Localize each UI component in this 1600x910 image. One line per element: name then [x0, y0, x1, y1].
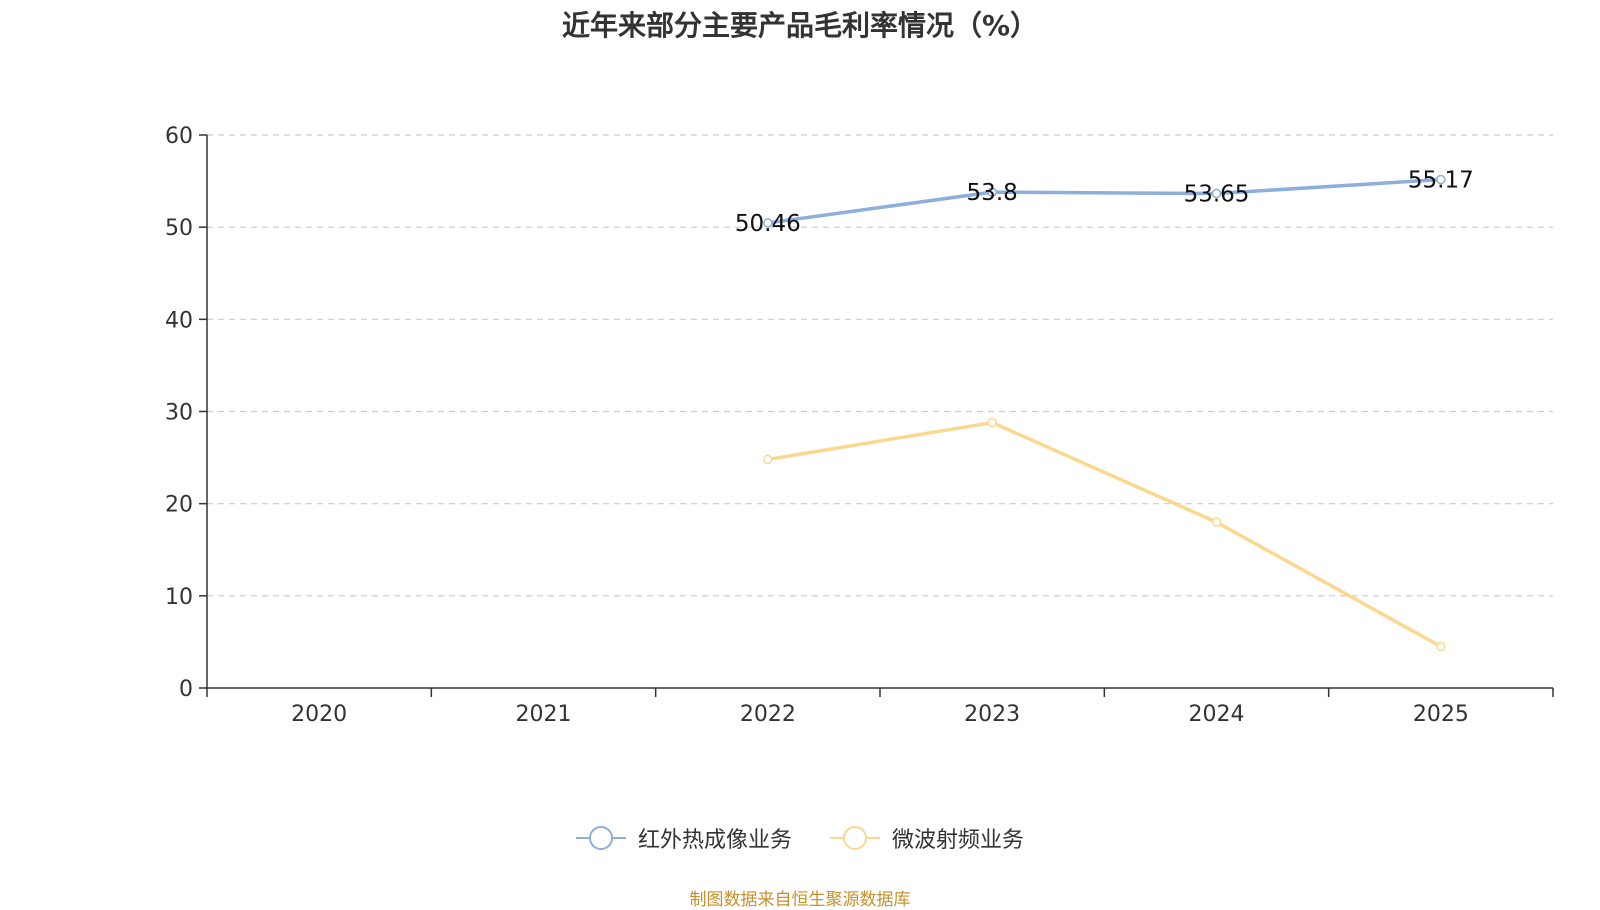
data-point-0 [763, 218, 773, 228]
x-tick-label: 2025 [1413, 702, 1469, 727]
data-label: 50.46 [735, 211, 801, 237]
y-tick-label: 50 [165, 216, 193, 241]
x-tick-label: 2020 [291, 702, 347, 727]
legend-marker-icon [575, 825, 626, 851]
y-tick-label: 0 [179, 677, 193, 702]
source-note: 制图数据来自恒生聚源数据库 [689, 890, 911, 910]
legend-label: 微波射频业务 [892, 828, 1025, 853]
legend: 红外热成像业务 微波射频业务 [0, 822, 1600, 854]
y-tick-label: 20 [165, 493, 193, 518]
data-point-1 [763, 454, 773, 465]
x-tick-label: 2021 [516, 702, 572, 727]
data-labels: 50.46 53.8 53.65 55.17 [735, 168, 1474, 237]
legend-marker-icon [830, 825, 880, 851]
x-tick-label: 2023 [964, 702, 1020, 727]
legend-item-infrared[interactable]: 红外热成像业务 [575, 822, 792, 854]
data-point-0 [987, 187, 997, 197]
data-point-0 [1211, 188, 1222, 199]
legend-label: 红外热成像业务 [637, 828, 792, 853]
chart-title: 近年来部分主要产品毛利率情况（%） [561, 9, 1039, 42]
x-tick-label: 2022 [740, 702, 796, 727]
data-point-1 [1436, 641, 1446, 652]
data-point-1 [1211, 517, 1222, 527]
data-label: 55.17 [1408, 168, 1474, 194]
data-label: 53.65 [1184, 182, 1250, 208]
y-tick-label: 40 [165, 308, 193, 333]
series-line-0 [767, 177, 1441, 225]
data-point-1 [987, 417, 997, 428]
x-tick-label: 2024 [1189, 702, 1245, 727]
legend-item-microwave[interactable]: 微波射频业务 [830, 822, 1024, 854]
y-tick-label: 60 [165, 124, 193, 149]
series [763, 174, 1446, 652]
grid-lines [207, 134, 1553, 597]
data-label: 53.8 [967, 180, 1018, 206]
data-point-0 [1436, 174, 1446, 185]
axes: 0 10 20 30 40 50 60 2020 2021 2022 2023 2024 2025 [165, 124, 1554, 727]
y-tick-label: 30 [165, 401, 193, 426]
y-tick-label: 10 [165, 585, 193, 610]
series-line-1 [767, 420, 1442, 649]
